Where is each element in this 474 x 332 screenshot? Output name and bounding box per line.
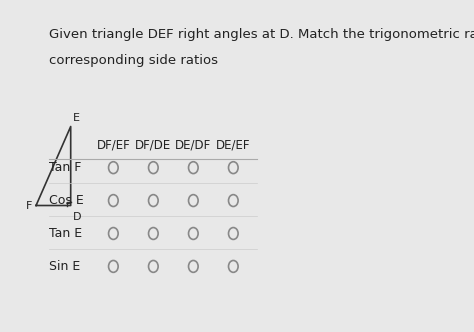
Text: F: F [26,201,32,210]
Text: Cos E: Cos E [49,194,84,207]
Text: DE/EF: DE/EF [216,138,251,151]
Text: Given triangle DEF right angles at D. Match the trigonometric ratios to their: Given triangle DEF right angles at D. Ma… [49,28,474,41]
Text: corresponding side ratios: corresponding side ratios [49,54,219,67]
Text: Tan F: Tan F [49,161,82,174]
Text: DE/DF: DE/DF [175,138,211,151]
Text: Tan E: Tan E [49,227,82,240]
Text: E: E [73,113,81,123]
Text: Sin E: Sin E [49,260,81,273]
Text: DF/DE: DF/DE [135,138,172,151]
Text: DF/EF: DF/EF [97,138,130,151]
Text: D: D [73,212,82,222]
